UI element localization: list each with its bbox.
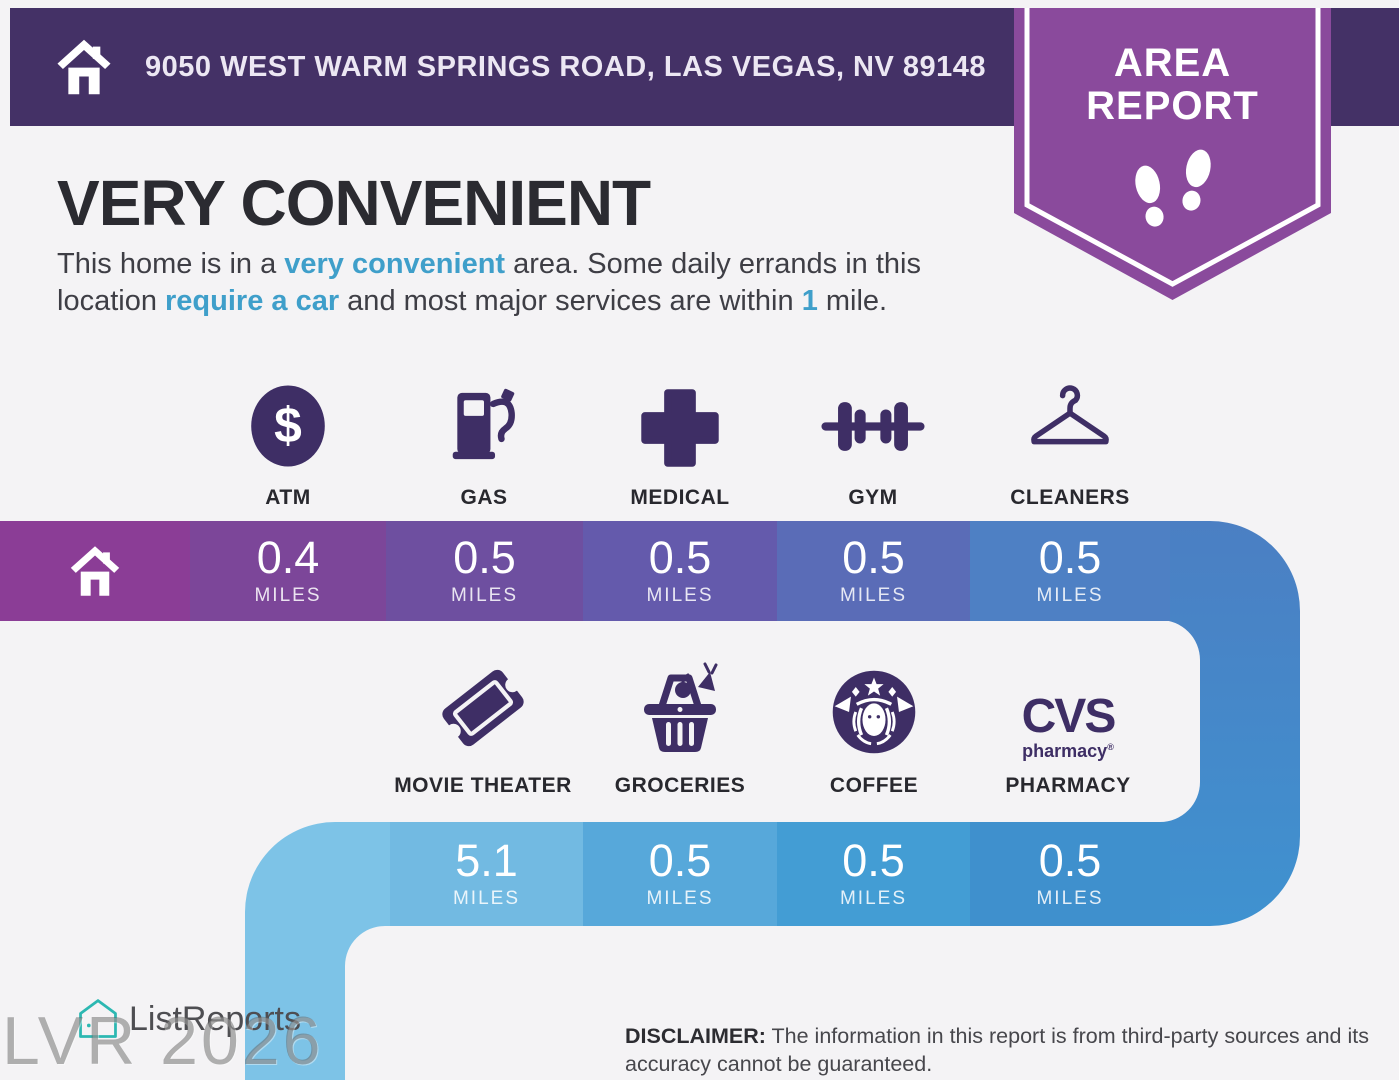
home-icon: [70, 546, 120, 596]
disclaimer-text: DISCLAIMER: The information in this repo…: [625, 1024, 1369, 1076]
desc-part: and most major services are within: [339, 285, 802, 317]
cvs-pharmacy-logo: CVS pharmacy®: [1021, 690, 1117, 761]
distance-value: 0.5: [842, 532, 905, 583]
desc-part: area. Some daily errands in this locatio…: [57, 248, 921, 317]
poi-label: COFFEE: [829, 774, 919, 797]
distance-value: 0.5: [842, 835, 905, 886]
snake-left-elbow: [245, 822, 390, 1080]
disclaimer-label: DISCLAIMER:: [625, 1024, 766, 1048]
poi-cleaners: CLEANERS: [960, 372, 1180, 510]
desc-part: mile.: [817, 285, 888, 317]
poi-groceries: GROCERIES: [570, 660, 790, 798]
poi-label: GYM: [848, 486, 898, 509]
description-text: This home is in a very convenient area. …: [57, 246, 982, 320]
distance-cell-coffee: 0.5 MILES: [777, 822, 970, 926]
distance-unit: MILES: [839, 888, 908, 909]
distance-cell-cleaners: 0.5 MILES: [970, 521, 1170, 621]
poi-coffee: COFFEE: [764, 660, 984, 798]
badge-line2: REPORT: [1086, 84, 1259, 128]
listreports-logo: ListReports: [75, 996, 301, 1042]
distance-value: 0.5: [648, 532, 712, 583]
badge-line1: AREA: [1113, 41, 1232, 85]
basket-icon: [644, 662, 718, 752]
distance-value: 0.5: [453, 532, 516, 583]
cvs-wordmark: CVS: [1021, 690, 1117, 743]
area-report-badge: AREA REPORT: [1014, 8, 1331, 300]
poi-movie-theater: MOVIE THEATER: [373, 660, 593, 798]
listreports-pentagon-icon: [79, 999, 117, 1038]
poi-pharmacy: CVS pharmacy® PHARMACY: [958, 660, 1178, 798]
property-address: 9050 WEST WARM SPRINGS ROAD, LAS VEGAS, …: [145, 50, 987, 83]
poi-label: PHARMACY: [1005, 774, 1131, 797]
cvs-pharmacy-text: pharmacy®: [1022, 741, 1114, 761]
page-title: VERY CONVENIENT: [57, 167, 651, 239]
medical-cross-icon: [641, 389, 719, 467]
poi-atm: $ ATM: [178, 372, 398, 510]
poi-label: MEDICAL: [630, 486, 730, 509]
distance-value: 0.5: [648, 835, 712, 886]
hanger-icon: [1031, 385, 1109, 445]
distance-value: 0.5: [1038, 532, 1102, 583]
poi-gas: GAS: [374, 372, 594, 510]
distance-unit: MILES: [646, 585, 714, 606]
home-icon: [57, 39, 111, 95]
svg-text:$: $: [274, 398, 302, 454]
poi-label: GROCERIES: [614, 774, 746, 797]
bar-home-segment: [0, 521, 190, 621]
desc-highlight: very convenient: [284, 248, 506, 280]
distance-cell-groceries: 0.5 MILES: [583, 822, 777, 926]
poi-label: MOVIE THEATER: [394, 774, 572, 797]
poi-label: ATM: [265, 486, 311, 509]
starbucks-siren-icon: [832, 670, 916, 754]
distance-cell-gym: 0.5 MILES: [777, 521, 970, 621]
distance-unit: MILES: [450, 585, 519, 606]
distance-unit: MILES: [1036, 585, 1104, 606]
gas-pump-icon: [452, 388, 515, 460]
ticket-icon: [442, 669, 524, 747]
distance-cell-movie-theater: 5.1 MILES: [390, 822, 583, 926]
distance-cell-pharmacy: 0.5 MILES: [970, 822, 1170, 926]
distance-cell-medical: 0.5 MILES: [583, 521, 777, 621]
watermark: LVR 2026: [2, 1003, 324, 1079]
distance-value: 0.4: [256, 532, 320, 583]
distance-cell-atm: 0.4 MILES: [190, 521, 386, 621]
footprints-icon: [1135, 149, 1211, 227]
pennant-shape-icon: [1014, 8, 1331, 300]
distance-value: 5.1: [455, 835, 518, 886]
dollar-circle-icon: $: [251, 385, 325, 467]
desc-highlight: require a car: [165, 285, 340, 317]
distance-unit: MILES: [1036, 888, 1104, 909]
poi-label: GAS: [460, 486, 508, 509]
distance-unit: MILES: [452, 888, 521, 909]
distance-unit: MILES: [839, 585, 908, 606]
desc-part: This home is in a: [57, 248, 285, 280]
poi-gym: GYM: [763, 372, 983, 510]
poi-label: CLEANERS: [1010, 486, 1130, 509]
distance-value: 0.5: [1038, 835, 1102, 886]
dumbbell-icon: [821, 402, 925, 451]
distance-unit: MILES: [254, 585, 322, 606]
distance-cell-gas: 0.5 MILES: [386, 521, 583, 621]
poi-medical: MEDICAL: [570, 372, 790, 510]
brand-name: ListReports: [129, 999, 301, 1038]
distance-unit: MILES: [646, 888, 714, 909]
badge-title: AREA REPORT: [1014, 42, 1331, 128]
desc-highlight: 1: [801, 285, 818, 317]
